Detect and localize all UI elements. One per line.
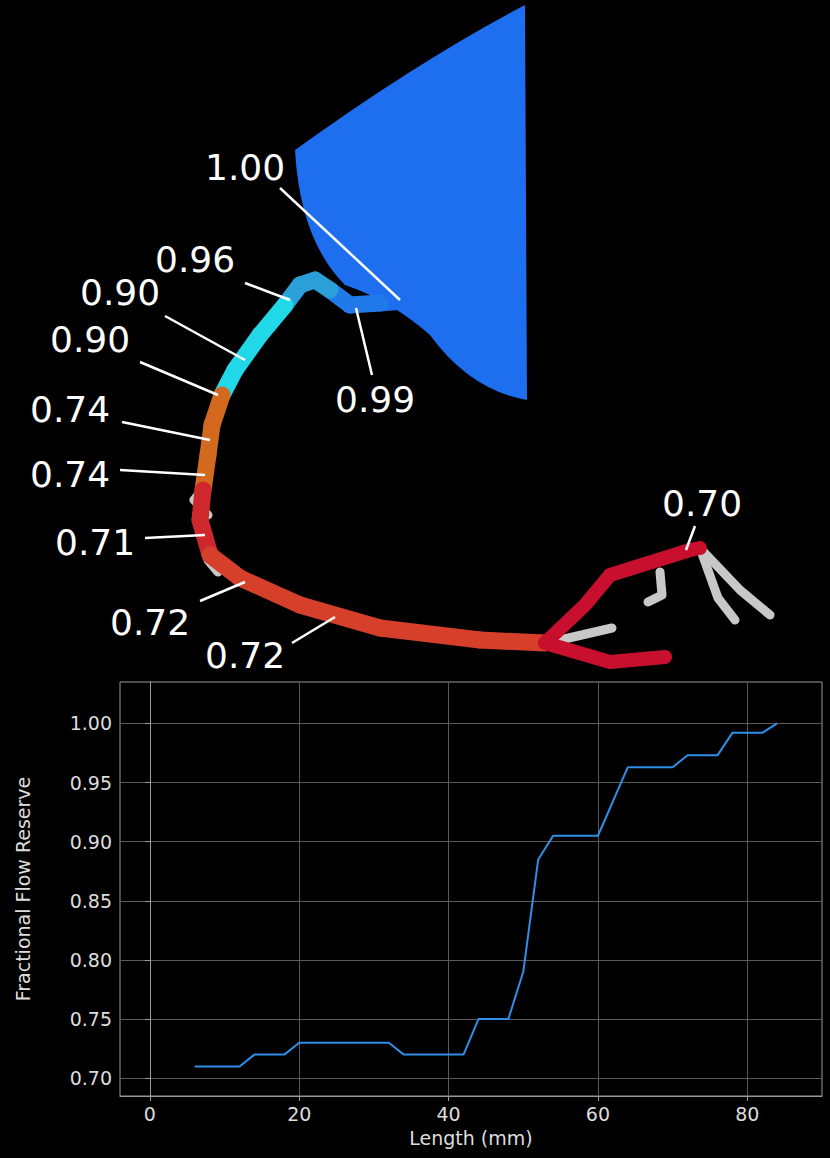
svg-text:0.95: 0.95 xyxy=(70,772,112,794)
svg-text:0.70: 0.70 xyxy=(70,1067,112,1089)
svg-text:1.00: 1.00 xyxy=(70,712,112,734)
svg-text:60: 60 xyxy=(586,1103,610,1125)
svg-text:0.80: 0.80 xyxy=(70,949,112,971)
svg-text:0.74: 0.74 xyxy=(30,454,110,495)
svg-text:20: 20 xyxy=(287,1103,311,1125)
svg-text:0.75: 0.75 xyxy=(70,1008,112,1030)
svg-text:40: 40 xyxy=(437,1103,461,1125)
svg-text:0.90: 0.90 xyxy=(50,319,130,360)
svg-text:0: 0 xyxy=(144,1103,156,1125)
svg-text:0.72: 0.72 xyxy=(205,635,285,676)
svg-text:0.70: 0.70 xyxy=(662,483,742,524)
svg-text:0.72: 0.72 xyxy=(110,602,190,643)
svg-text:1.00: 1.00 xyxy=(205,147,285,188)
svg-text:0.90: 0.90 xyxy=(80,272,160,313)
svg-text:Length (mm): Length (mm) xyxy=(409,1127,532,1149)
svg-text:0.90: 0.90 xyxy=(70,831,112,853)
svg-text:80: 80 xyxy=(735,1103,759,1125)
svg-text:0.71: 0.71 xyxy=(55,522,135,563)
svg-text:Fractional Flow Reserve: Fractional Flow Reserve xyxy=(12,777,34,1002)
svg-text:0.96: 0.96 xyxy=(155,239,235,280)
svg-text:0.99: 0.99 xyxy=(335,379,415,420)
svg-text:0.74: 0.74 xyxy=(30,389,110,430)
svg-text:0.85: 0.85 xyxy=(70,890,112,912)
